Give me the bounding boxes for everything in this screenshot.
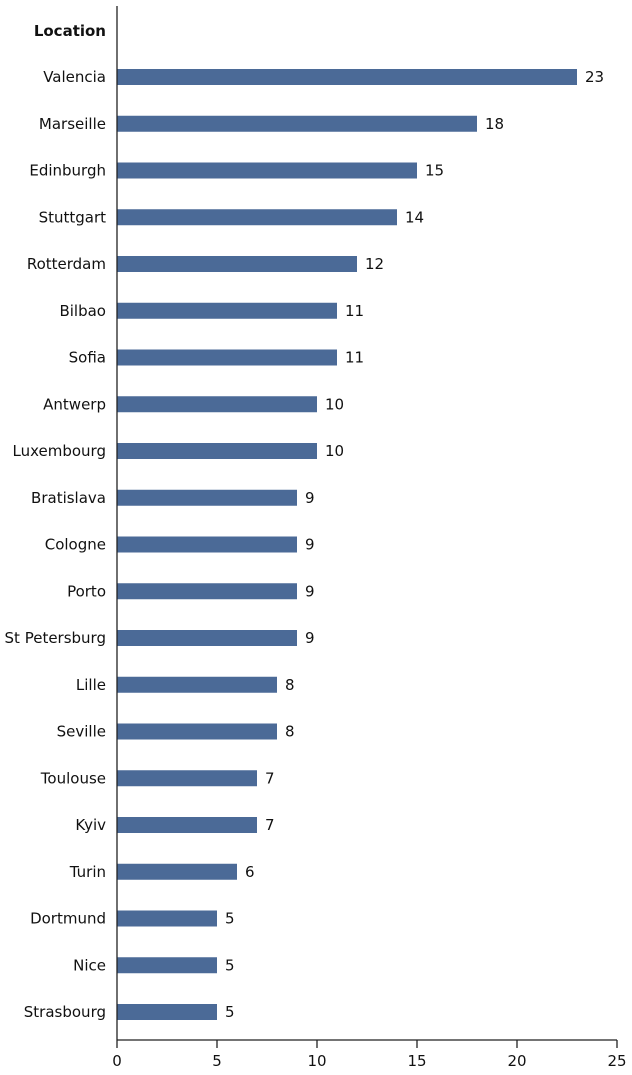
value-label-kyiv: 7 (265, 816, 275, 834)
bar-antwerp (117, 396, 317, 413)
category-label-edinburgh: Edinburgh (29, 162, 106, 180)
value-label-sofia: 11 (345, 349, 364, 367)
category-label-seville: Seville (57, 723, 106, 741)
value-label-porto: 9 (305, 582, 315, 600)
category-label-stuttgart: Stuttgart (39, 208, 107, 226)
x-tick-label-20: 20 (507, 1052, 526, 1070)
value-label-strasbourg: 5 (225, 1003, 235, 1021)
value-label-seville: 8 (285, 723, 295, 741)
category-label-bratislava: Bratislava (31, 489, 106, 507)
bar-cologne (117, 536, 297, 553)
bar-strasbourg (117, 1004, 217, 1020)
bar-kyiv (117, 817, 257, 833)
x-tick-label-0: 0 (112, 1052, 122, 1070)
value-label-st-petersburg: 9 (305, 629, 315, 647)
value-label-bratislava: 9 (305, 489, 315, 507)
value-label-rotterdam: 12 (365, 255, 384, 273)
bar-lille (117, 676, 277, 693)
bar-porto (117, 583, 297, 600)
x-tick-label-5: 5 (212, 1052, 222, 1070)
value-label-marseille: 18 (485, 115, 504, 133)
bar-bilbao (117, 302, 337, 319)
value-label-dortmund: 5 (225, 910, 235, 928)
category-label-kyiv: Kyiv (75, 816, 106, 834)
value-label-antwerp: 10 (325, 395, 344, 413)
category-label-valencia: Valencia (43, 68, 106, 86)
value-label-valencia: 23 (585, 68, 604, 86)
category-label-sofia: Sofia (69, 349, 106, 367)
value-label-edinburgh: 15 (425, 162, 444, 180)
x-tick-label-10: 10 (307, 1052, 326, 1070)
bar-st-petersburg (117, 630, 297, 646)
bar-edinburgh (117, 162, 417, 179)
category-label-strasbourg: Strasbourg (24, 1003, 106, 1021)
bar-rotterdam (117, 256, 357, 272)
category-label-st-petersburg: St Petersburg (5, 629, 106, 647)
category-label-marseille: Marseille (39, 115, 106, 133)
bar-turin (117, 863, 237, 880)
value-label-toulouse: 7 (265, 769, 275, 787)
bar-seville (117, 723, 277, 740)
bar-luxembourg (117, 443, 317, 459)
bar-bratislava (117, 489, 297, 506)
bars-group (117, 69, 577, 1020)
value-label-nice: 5 (225, 956, 235, 974)
bar-toulouse (117, 770, 257, 787)
category-label-lille: Lille (76, 676, 106, 694)
value-label-stuttgart: 14 (405, 208, 424, 226)
x-tick-label-15: 15 (407, 1052, 426, 1070)
category-label-antwerp: Antwerp (43, 395, 106, 413)
x-tick-label-25: 25 (607, 1052, 626, 1070)
category-label-rotterdam: Rotterdam (27, 255, 106, 273)
bar-stuttgart (117, 209, 397, 226)
category-header: Location (34, 22, 106, 40)
category-label-dortmund: Dortmund (30, 910, 106, 928)
bar-marseille (117, 115, 477, 132)
value-label-luxembourg: 10 (325, 442, 344, 460)
x-ticks-group: 0 5 10 15 20 25 (112, 1040, 627, 1070)
bar-valencia (117, 69, 577, 85)
bar-dortmund (117, 910, 217, 927)
category-label-toulouse: Toulouse (40, 769, 106, 787)
category-labels: Valencia Marseille Edinburgh Stuttgart Rotte… (5, 68, 107, 1021)
category-label-luxembourg: Luxembourg (13, 442, 107, 460)
category-label-nice: Nice (73, 956, 106, 974)
value-label-turin: 6 (245, 863, 255, 881)
category-label-bilbao: Bilbao (59, 302, 106, 320)
value-label-bilbao: 11 (345, 302, 364, 320)
bar-sofia (117, 349, 337, 366)
category-label-turin: Turin (69, 863, 106, 881)
value-label-lille: 8 (285, 676, 295, 694)
bar-nice (117, 957, 217, 974)
value-labels: 23 18 15 14 12 11 11 10 10 9 9 9 9 8 8 7 7 6 5 5 5 (225, 68, 604, 1021)
category-label-cologne: Cologne (45, 536, 106, 554)
value-label-cologne: 9 (305, 536, 315, 554)
category-label-porto: Porto (67, 582, 106, 600)
